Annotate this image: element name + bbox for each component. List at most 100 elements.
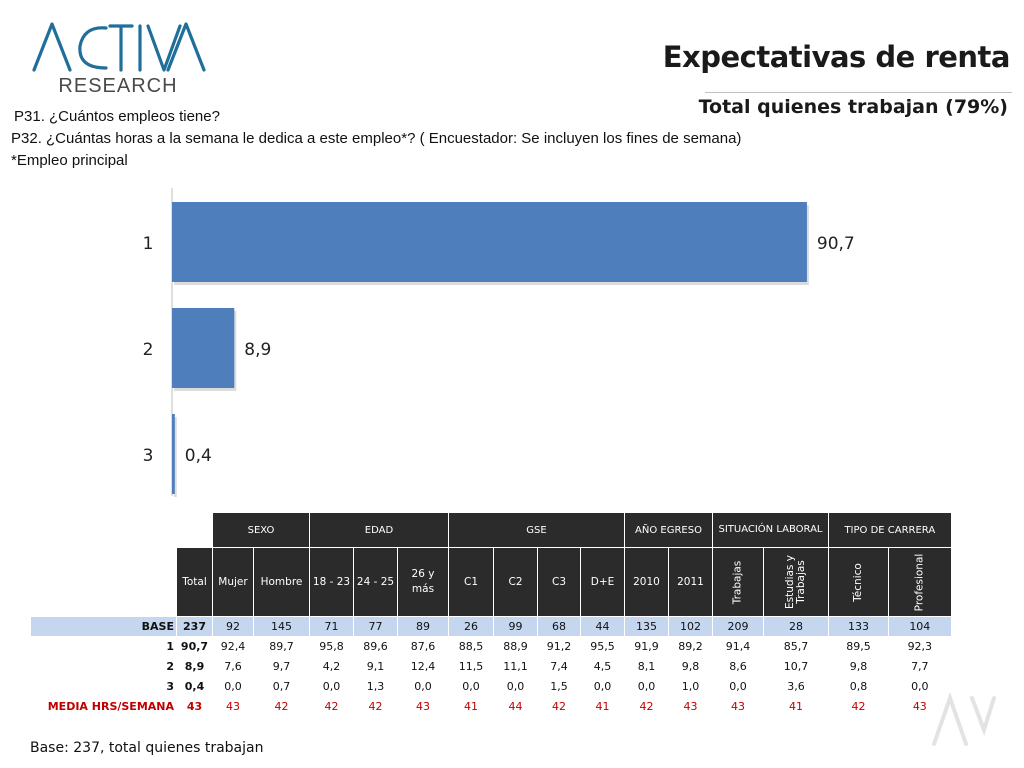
- table-cell: 87,6: [397, 636, 449, 657]
- table-cell: 1,3: [353, 676, 398, 697]
- table-cell: 0,7: [253, 676, 310, 697]
- table-cell: 42: [353, 696, 398, 717]
- crosstab-table: SEXO EDAD GSE AÑO EGRESO SITUACIÓN LABOR…: [30, 512, 952, 717]
- sub-header-18-23: 18 - 23: [309, 547, 354, 617]
- question-p31: P31. ¿Cuántos empleos tiene?: [14, 108, 220, 125]
- table-cell: 42: [624, 696, 669, 717]
- table-cell: 91,9: [624, 636, 669, 657]
- table-cell: 104: [888, 616, 952, 637]
- table-cell: 68: [537, 616, 581, 637]
- table-cell: 11,1: [493, 656, 538, 677]
- row-label: 1: [30, 636, 177, 657]
- svg-text:RESEARCH: RESEARCH: [58, 75, 177, 97]
- group-header-gse: GSE: [448, 512, 625, 548]
- sub-header-26-mas: 26 y más: [397, 547, 449, 617]
- table-row: 2 8,9 7,6 9,7 4,2 9,1 12,4 11,5 11,1 7,4 4,5 8,1 9,8…: [30, 656, 952, 677]
- sub-header-total: Total: [176, 547, 213, 617]
- table-cell: 4,5: [580, 656, 625, 677]
- table-cell: 9,1: [353, 656, 398, 677]
- table-row: BASE 237 92 145 71 77 89 26 99 68 44 135 102 209 28 133…: [30, 616, 952, 637]
- data-label: 8,9: [244, 340, 271, 360]
- bar-1: [172, 202, 807, 282]
- sub-header-2010: 2010: [624, 547, 669, 617]
- table-cell: 0,0: [493, 676, 538, 697]
- table-cell: 26: [448, 616, 494, 637]
- row-label: MEDIA HRS/SEMANA: [30, 696, 177, 717]
- sub-header-2011: 2011: [668, 547, 713, 617]
- footnote-empleo-principal: *Empleo principal: [11, 152, 128, 169]
- table-cell: 41: [448, 696, 494, 717]
- table-cell: 0,0: [580, 676, 625, 697]
- table-cell: 0,0: [888, 676, 952, 697]
- table-cell: 7,4: [537, 656, 581, 677]
- row-label: 3: [30, 676, 177, 697]
- table-cell: 237: [176, 616, 213, 637]
- group-header-sexo: SEXO: [212, 512, 310, 548]
- table-cell: 92,3: [888, 636, 952, 657]
- table-group-header-row: SEXO EDAD GSE AÑO EGRESO SITUACIÓN LABOR…: [30, 512, 952, 548]
- table-cell: 42: [828, 696, 889, 717]
- table-cell: 89,2: [668, 636, 713, 657]
- table-cell: 4,2: [309, 656, 354, 677]
- activa-research-logo: RESEARCH: [32, 22, 206, 97]
- table-cell: 41: [763, 696, 829, 717]
- table-cell: 0,8: [828, 676, 889, 697]
- table-cell: 90,7: [176, 636, 213, 657]
- table-cell: 42: [309, 696, 354, 717]
- bar-2: [172, 308, 235, 388]
- table-cell: 71: [309, 616, 354, 637]
- table-row: 3 0,4 0,0 0,7 0,0 1,3 0,0 0,0 0,0 1,5 0,0 0,0 1,0 0,0…: [30, 676, 952, 697]
- group-header-tipo-carrera: TIPO DE CARRERA: [828, 512, 952, 548]
- sub-header-profesional: Profesional: [888, 547, 952, 617]
- group-header-edad: EDAD: [309, 512, 449, 548]
- row-label-spacer: [30, 547, 177, 617]
- table-cell: 145: [253, 616, 310, 637]
- table-cell: 43: [668, 696, 713, 717]
- table-cell: 41: [580, 696, 625, 717]
- table-cell: 43: [176, 696, 213, 717]
- table-cell: 8,1: [624, 656, 669, 677]
- table-cell: 8,6: [712, 656, 764, 677]
- table-cell: 44: [493, 696, 538, 717]
- table-cell: 0,0: [397, 676, 449, 697]
- table-cell: 1,5: [537, 676, 581, 697]
- table-cell: 11,5: [448, 656, 494, 677]
- table-cell: 89,7: [253, 636, 310, 657]
- data-label: 0,4: [185, 446, 212, 466]
- category-label: 1: [143, 234, 154, 254]
- table-cell: 0,0: [309, 676, 354, 697]
- table-row: MEDIA HRS/SEMANA 43 43 42 42 42 43 41 44 42 41 42 43…: [30, 696, 952, 717]
- sub-header-24-25: 24 - 25: [353, 547, 398, 617]
- table-cell: 88,9: [493, 636, 538, 657]
- table-cell: 95,8: [309, 636, 354, 657]
- header-spacer: [30, 512, 213, 548]
- table-cell: 0,0: [448, 676, 494, 697]
- page-title: Expectativas de renta: [662, 40, 1011, 74]
- row-label: BASE: [30, 616, 177, 637]
- table-cell: 91,4: [712, 636, 764, 657]
- row-label: 2: [30, 656, 177, 677]
- table-sub-header-row: Total Mujer Hombre 18 - 23 24 - 25 26 y …: [30, 547, 952, 617]
- table-cell: 7,6: [212, 656, 254, 677]
- table-cell: 89,6: [353, 636, 398, 657]
- table-cell: 42: [537, 696, 581, 717]
- group-header-situacion-laboral: SITUACIÓN LABORAL: [712, 512, 829, 548]
- table-cell: 43: [888, 696, 952, 717]
- table-cell: 10,7: [763, 656, 829, 677]
- table-cell: 0,0: [212, 676, 254, 697]
- bar-3: [172, 414, 175, 494]
- table-cell: 0,4: [176, 676, 213, 697]
- bar-chart: 1 90,7 2 8,9 3 0,4: [143, 188, 855, 497]
- sub-header-c2: C2: [493, 547, 538, 617]
- table-cell: 133: [828, 616, 889, 637]
- table-cell: 92,4: [212, 636, 254, 657]
- table-cell: 89: [397, 616, 449, 637]
- table-cell: 3,6: [763, 676, 829, 697]
- table-cell: 12,4: [397, 656, 449, 677]
- table-cell: 43: [712, 696, 764, 717]
- table-cell: 7,7: [888, 656, 952, 677]
- group-header-ano-egreso: AÑO EGRESO: [624, 512, 713, 548]
- sub-header-mujer: Mujer: [212, 547, 254, 617]
- table-cell: 0,0: [624, 676, 669, 697]
- title-divider: [705, 92, 1012, 93]
